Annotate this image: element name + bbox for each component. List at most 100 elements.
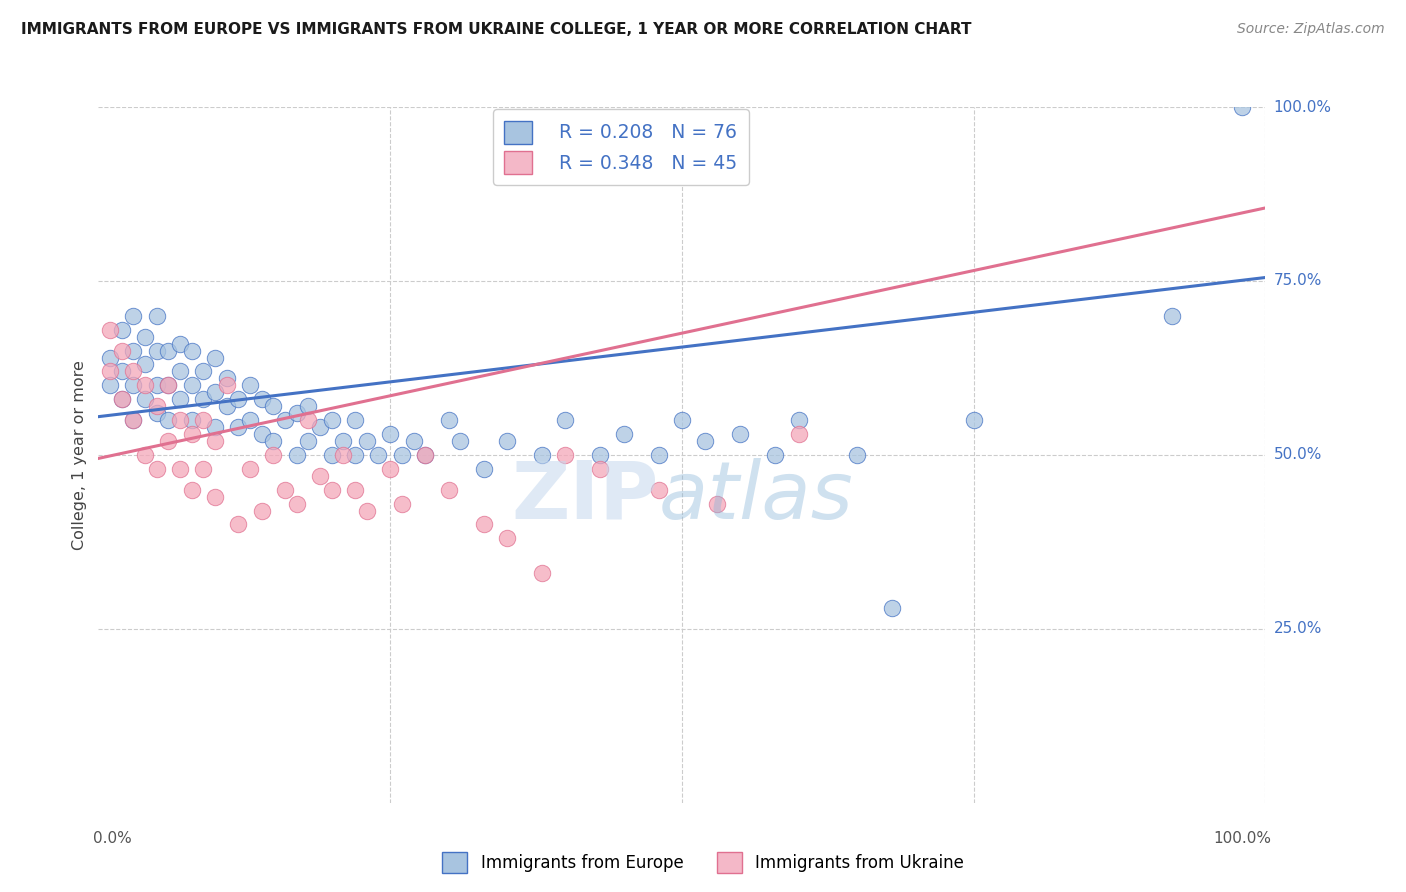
Point [228,420,250,434]
Text: 100.0%: 100.0% [1274,100,1331,114]
Point [204,385,226,400]
Point [332,448,354,462]
Point [589,448,612,462]
Point [332,434,354,448]
Point [134,329,156,343]
Point [437,413,460,427]
Point [262,434,284,448]
Point [285,406,308,420]
Point [98,378,121,392]
Point [274,413,297,427]
Point [193,413,215,427]
Point [157,378,180,392]
Point [530,448,553,462]
Point [496,532,519,546]
Point [111,392,134,407]
Point [449,434,471,448]
Point [589,462,612,476]
Legend: Immigrants from Europe, Immigrants from Ukraine: Immigrants from Europe, Immigrants from … [436,846,970,880]
Point [787,413,810,427]
Point [215,399,238,413]
Point [321,413,343,427]
Point [146,343,169,358]
Point [146,378,169,392]
Point [321,483,343,497]
Text: 50.0%: 50.0% [1274,448,1322,462]
Point [613,427,636,442]
Point [695,434,717,448]
Point [122,378,145,392]
Point [122,413,145,427]
Point [169,336,191,351]
Text: 25.0%: 25.0% [1274,622,1322,636]
Point [204,351,226,365]
Point [122,343,145,358]
Point [157,378,180,392]
Point [647,483,669,497]
Point [157,434,180,448]
Point [193,392,215,407]
Point [180,378,202,392]
Point [169,364,191,378]
Text: atlas: atlas [658,458,853,536]
Point [309,468,332,483]
Point [228,392,250,407]
Point [1230,100,1253,114]
Point [228,517,250,532]
Point [239,462,262,476]
Text: ZIP: ZIP [512,458,658,536]
Point [204,420,226,434]
Text: 100.0%: 100.0% [1213,830,1271,846]
Point [472,517,495,532]
Point [391,448,413,462]
Point [146,406,169,420]
Point [180,427,202,442]
Point [169,462,191,476]
Point [344,448,367,462]
Point [215,378,238,392]
Point [344,483,367,497]
Point [472,462,495,476]
Point [706,497,728,511]
Point [215,371,238,385]
Point [297,413,319,427]
Point [297,434,319,448]
Text: 0.0%: 0.0% [93,830,131,846]
Point [554,413,576,427]
Point [204,434,226,448]
Point [250,392,273,407]
Point [262,399,284,413]
Point [880,601,903,615]
Point [180,343,202,358]
Point [180,413,202,427]
Text: Source: ZipAtlas.com: Source: ZipAtlas.com [1237,22,1385,37]
Point [787,427,810,442]
Point [962,413,984,427]
Point [309,420,332,434]
Point [134,358,156,372]
Point [285,448,308,462]
Point [413,448,436,462]
Point [730,427,752,442]
Point [530,566,553,581]
Point [122,364,145,378]
Point [763,448,786,462]
Point [321,448,343,462]
Point [239,413,262,427]
Point [122,309,145,323]
Point [344,413,367,427]
Point [193,364,215,378]
Point [496,434,519,448]
Point [193,462,215,476]
Point [239,378,262,392]
Point [262,448,284,462]
Point [169,392,191,407]
Point [846,448,869,462]
Point [146,309,169,323]
Point [647,448,669,462]
Point [204,490,226,504]
Point [250,503,273,517]
Point [274,483,297,497]
Point [554,448,576,462]
Point [134,448,156,462]
